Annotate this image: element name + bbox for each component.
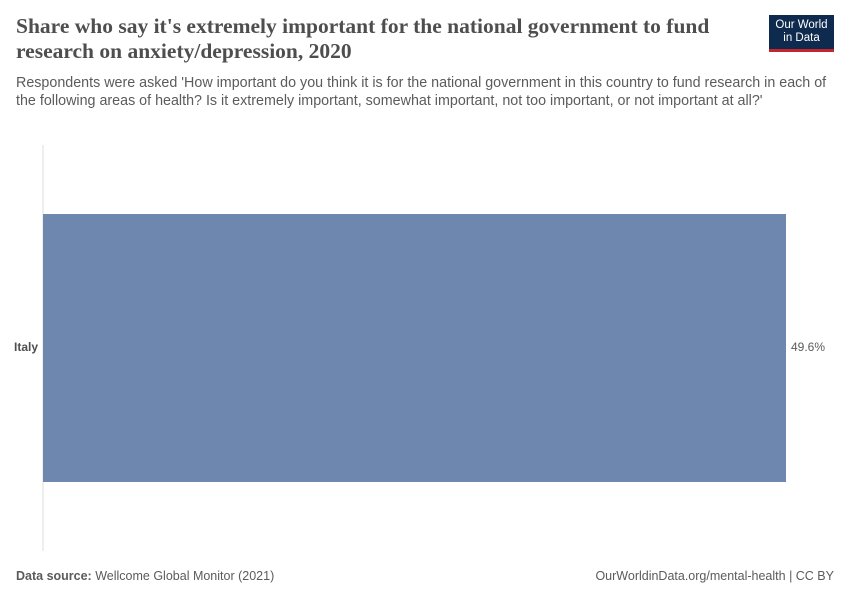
- chart-subtitle: Respondents were asked 'How important do…: [16, 75, 827, 109]
- logo[interactable]: Our World in Data: [769, 15, 834, 52]
- chart: 49.6% Italy: [14, 145, 825, 551]
- logo-line: in Data: [783, 32, 820, 44]
- chart-title: Share who say it's extremely important f…: [16, 14, 710, 63]
- url[interactable]: OurWorldinData.org/mental-health | CC BY: [595, 569, 834, 583]
- source: Wellcome Global Monitor (2021): [95, 569, 275, 583]
- value-label: 49.6%: [791, 340, 825, 354]
- source-label: Data source:: [16, 569, 92, 583]
- footer: Data source: Wellcome Global Monitor (20…: [16, 569, 834, 583]
- logo-line: Our World: [775, 19, 828, 31]
- y-tick-label: Italy: [14, 340, 38, 354]
- bar: [43, 214, 786, 482]
